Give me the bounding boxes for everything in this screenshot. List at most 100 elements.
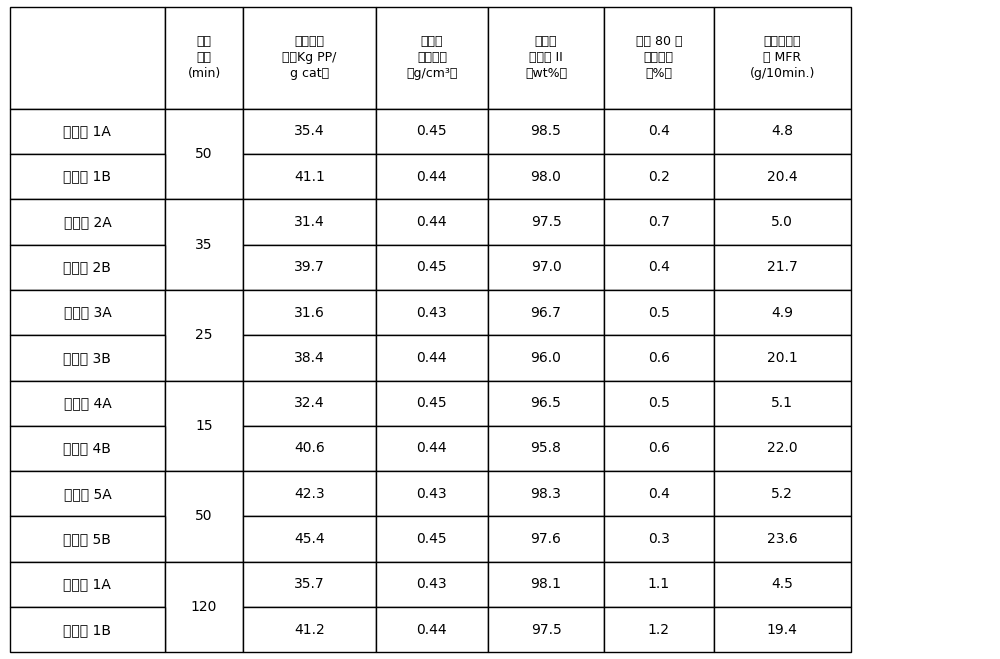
Text: 0.45: 0.45: [417, 396, 447, 410]
Text: 98.3: 98.3: [531, 487, 561, 501]
Text: 对比例 1B: 对比例 1B: [63, 623, 111, 637]
Bar: [10, 244, 165, 290]
Bar: [376, 471, 488, 517]
Bar: [10, 380, 165, 426]
Text: 35.4: 35.4: [294, 125, 325, 138]
Bar: [488, 607, 604, 652]
Bar: [10, 561, 165, 607]
Text: 小于 80 目
细粉含量
（%）: 小于 80 目 细粉含量 （%）: [636, 35, 682, 80]
Text: 20.1: 20.1: [767, 351, 798, 365]
Text: 实施例 2A: 实施例 2A: [64, 215, 111, 229]
Text: 21.7: 21.7: [767, 260, 798, 274]
Bar: [10, 471, 165, 517]
Text: 4.8: 4.8: [771, 125, 793, 138]
Bar: [604, 154, 714, 199]
Bar: [243, 7, 376, 109]
Bar: [604, 290, 714, 335]
Text: 0.3: 0.3: [648, 532, 670, 546]
Text: 31.6: 31.6: [294, 306, 325, 320]
Bar: [376, 154, 488, 199]
Bar: [243, 290, 376, 335]
Text: 实施例 1B: 实施例 1B: [63, 169, 111, 184]
Text: 0.45: 0.45: [417, 260, 447, 274]
Text: 38.4: 38.4: [294, 351, 325, 365]
Text: 0.5: 0.5: [648, 306, 670, 320]
Text: 0.44: 0.44: [417, 169, 447, 184]
Text: 96.0: 96.0: [531, 351, 561, 365]
Bar: [714, 517, 851, 561]
Text: 41.2: 41.2: [294, 623, 325, 637]
Bar: [604, 471, 714, 517]
Bar: [714, 471, 851, 517]
Text: 实施例 4A: 实施例 4A: [64, 396, 111, 410]
Bar: [165, 109, 243, 199]
Text: 1.1: 1.1: [648, 577, 670, 591]
Bar: [714, 199, 851, 244]
Text: 实施例 3B: 实施例 3B: [63, 351, 111, 365]
Text: 96.5: 96.5: [531, 396, 561, 410]
Bar: [376, 7, 488, 109]
Bar: [714, 607, 851, 652]
Text: 聚合物
表观密度
（g/cm³）: 聚合物 表观密度 （g/cm³）: [406, 35, 458, 80]
Bar: [376, 517, 488, 561]
Text: 0.44: 0.44: [417, 623, 447, 637]
Text: 98.5: 98.5: [531, 125, 561, 138]
Bar: [376, 607, 488, 652]
Bar: [10, 7, 165, 109]
Bar: [376, 380, 488, 426]
Text: 95.8: 95.8: [531, 442, 561, 455]
Bar: [10, 290, 165, 335]
Text: 聚合物
等规度 II
（wt%）: 聚合物 等规度 II （wt%）: [525, 35, 567, 80]
Text: 实施例 5B: 实施例 5B: [63, 532, 111, 546]
Bar: [10, 335, 165, 380]
Bar: [376, 290, 488, 335]
Bar: [243, 517, 376, 561]
Text: 97.6: 97.6: [531, 532, 561, 546]
Text: 25: 25: [195, 328, 213, 342]
Text: 22.0: 22.0: [767, 442, 798, 455]
Text: 40.6: 40.6: [294, 442, 325, 455]
Bar: [10, 109, 165, 154]
Text: 实施例 5A: 实施例 5A: [64, 487, 111, 501]
Text: 0.45: 0.45: [417, 125, 447, 138]
Text: 对比例 1A: 对比例 1A: [63, 577, 111, 591]
Text: 4.5: 4.5: [771, 577, 793, 591]
Text: 41.1: 41.1: [294, 169, 325, 184]
Bar: [488, 471, 604, 517]
Text: 97.5: 97.5: [531, 623, 561, 637]
Text: 42.3: 42.3: [294, 487, 325, 501]
Text: 0.6: 0.6: [648, 442, 670, 455]
Bar: [488, 109, 604, 154]
Bar: [488, 426, 604, 471]
Text: 4.9: 4.9: [771, 306, 793, 320]
Bar: [604, 426, 714, 471]
Bar: [488, 244, 604, 290]
Bar: [714, 154, 851, 199]
Bar: [165, 7, 243, 109]
Text: 0.43: 0.43: [417, 306, 447, 320]
Text: 98.0: 98.0: [531, 169, 561, 184]
Bar: [714, 7, 851, 109]
Bar: [488, 290, 604, 335]
Bar: [604, 607, 714, 652]
Bar: [10, 607, 165, 652]
Bar: [604, 109, 714, 154]
Text: 0.2: 0.2: [648, 169, 670, 184]
Text: 实施例 2B: 实施例 2B: [63, 260, 111, 274]
Bar: [604, 335, 714, 380]
Text: 19.4: 19.4: [767, 623, 798, 637]
Text: 0.7: 0.7: [648, 215, 670, 229]
Bar: [10, 517, 165, 561]
Bar: [243, 471, 376, 517]
Bar: [488, 561, 604, 607]
Bar: [243, 199, 376, 244]
Text: 0.44: 0.44: [417, 351, 447, 365]
Text: 35.7: 35.7: [294, 577, 325, 591]
Bar: [243, 607, 376, 652]
Text: 5.1: 5.1: [771, 396, 793, 410]
Bar: [604, 561, 714, 607]
Text: 催化剂活
性（Kg PP/
g cat）: 催化剂活 性（Kg PP/ g cat）: [282, 35, 337, 80]
Text: 96.7: 96.7: [531, 306, 561, 320]
Text: 0.4: 0.4: [648, 125, 670, 138]
Text: 32.4: 32.4: [294, 396, 325, 410]
